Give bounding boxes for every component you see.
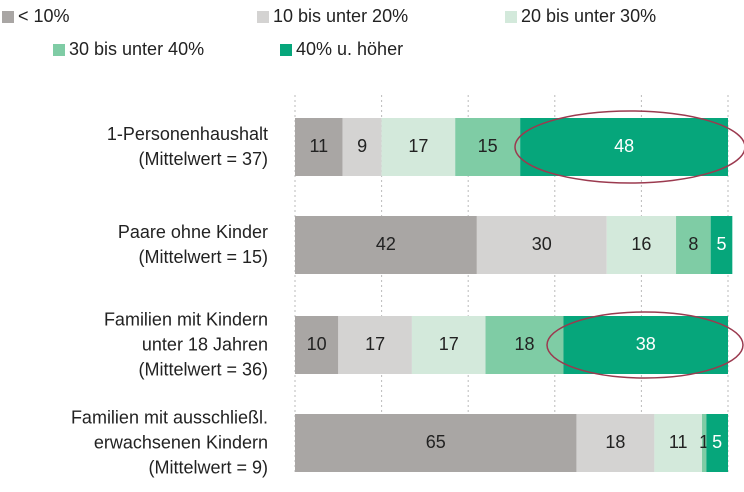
category-label: Paare ohne Kinder (Mittelwert = 15) [117, 222, 268, 267]
bar-segment [576, 414, 655, 472]
legend-label: 10 bis unter 20% [273, 6, 408, 26]
data-label: 65 [426, 432, 446, 452]
legend-label: < 10% [18, 6, 70, 26]
bar-segment [606, 216, 677, 274]
bar-segment [411, 316, 486, 374]
highlight-ellipse [546, 311, 744, 379]
legend-swatch [2, 11, 14, 23]
data-label: 17 [408, 136, 428, 156]
data-label: 30 [532, 234, 552, 254]
legend-swatch [53, 44, 65, 56]
bar-segment [338, 316, 412, 374]
data-label: 11 [669, 432, 688, 452]
data-label: 8 [688, 234, 698, 254]
legend-swatch [505, 11, 517, 23]
bar-segment [476, 216, 607, 274]
data-label: 5 [716, 234, 726, 254]
data-label: 42 [376, 234, 396, 254]
data-label: 38 [636, 334, 656, 354]
legend-label: 40% u. höher [296, 39, 403, 59]
data-label: 1 [699, 432, 709, 452]
legend-swatch [280, 44, 292, 56]
legend-label: 20 bis unter 30% [521, 6, 656, 26]
bar-segment [455, 118, 521, 176]
bar-segment [706, 414, 728, 472]
legend-swatch [257, 11, 269, 23]
data-label: 48 [614, 136, 634, 156]
category-label: Familien mit Kindern unter 18 Jahren (Mi… [103, 309, 268, 380]
category-label: Familien mit ausschließl. erwachsenen Ki… [70, 407, 268, 478]
data-label: 5 [712, 432, 722, 452]
bar-segment [485, 316, 564, 374]
bar-segment [342, 118, 382, 176]
bar-segment [295, 118, 343, 176]
bar-segment [676, 216, 711, 274]
bar-segment [563, 316, 728, 374]
data-label: 18 [605, 432, 625, 452]
bar-segment [710, 216, 733, 274]
highlight-ellipse [514, 110, 744, 184]
data-label: 9 [357, 136, 367, 156]
data-label: 17 [439, 334, 459, 354]
data-label: 11 [309, 136, 328, 156]
data-label: 10 [307, 334, 327, 354]
bar-segment [654, 414, 703, 472]
data-label: 17 [365, 334, 385, 354]
bar-segment [702, 414, 707, 472]
bar-segment [381, 118, 456, 176]
bar-segment [520, 118, 728, 176]
category-label: 1-Personenhaushalt (Mittelwert = 37) [106, 124, 268, 169]
bar-segment [295, 216, 477, 274]
legend-label: 30 bis unter 40% [69, 39, 204, 59]
data-label: 18 [514, 334, 534, 354]
bar-segment [295, 316, 339, 374]
data-label: 16 [631, 234, 651, 254]
data-label: 15 [478, 136, 498, 156]
bar-segment [295, 414, 577, 472]
